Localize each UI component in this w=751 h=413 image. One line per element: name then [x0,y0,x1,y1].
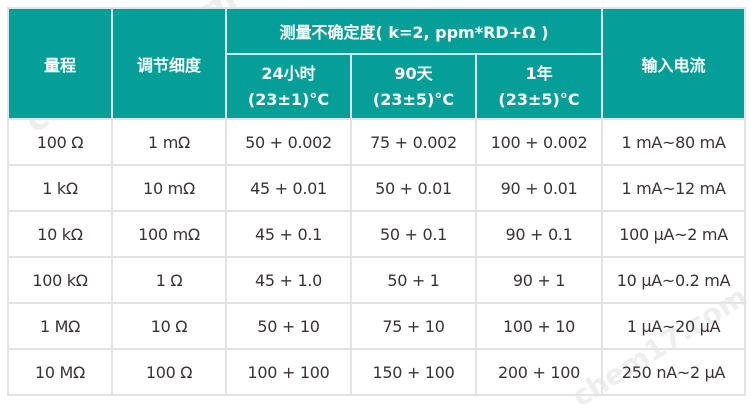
cell-resolution: 100 Ω [111,348,227,396]
header-90d-period: 90天 [394,63,433,83]
cell-u90d: 150 + 100 [350,348,477,396]
cell-u24h: 100 + 100 [225,348,352,396]
header-resolution: 调节细度 [111,7,227,120]
table-row: 10 MΩ 100 Ω 100 + 100 150 + 100 200 + 10… [7,348,747,396]
cell-range: 10 kΩ [7,210,113,258]
table-row: 100 kΩ 1 Ω 45 + 1.0 50 + 1 90 + 1 10 μA~… [7,256,747,304]
header-90d-temp: (23±5)°C [372,89,455,109]
cell-u90d: 75 + 0.002 [350,118,477,166]
header-current: 输入电流 [601,7,747,120]
cell-u1y: 90 + 0.1 [474,210,604,258]
cell-range: 10 MΩ [7,348,113,396]
cell-u1y: 200 + 100 [474,348,604,396]
cell-u1y: 100 + 10 [474,302,604,350]
header-uncertainty: 测量不确定度( k=2, ppm*RD+Ω ) [224,7,604,55]
cell-range: 1 MΩ [7,302,113,350]
table-row: 1 MΩ 10 Ω 50 + 10 75 + 10 100 + 10 1 μA~… [7,302,747,350]
cell-current: 1 μA~20 μA [601,302,747,350]
cell-current: 1 mA~80 mA [601,118,747,166]
cell-resolution: 10 Ω [111,302,227,350]
cell-range: 1 kΩ [7,164,113,212]
header-90d: 90天 (23±5)°C [350,53,477,120]
cell-current: 1 mA~12 mA [601,164,747,212]
cell-resolution: 1 mΩ [111,118,227,166]
cell-u1y: 100 + 0.002 [474,118,604,166]
header-range: 量程 [7,7,113,120]
cell-resolution: 10 mΩ [111,164,227,212]
cell-range: 100 kΩ [7,256,113,304]
cell-u24h: 45 + 0.01 [225,164,352,212]
cell-resolution: 1 Ω [111,256,227,304]
header-24h: 24小时 (23±1)°C [225,53,352,120]
cell-u24h: 45 + 0.1 [225,210,352,258]
spec-table: 量程 调节细度 测量不确定度( k=2, ppm*RD+Ω ) 输入电流 24小… [7,7,747,396]
cell-current: 100 μA~2 mA [601,210,747,258]
cell-current: 10 μA~0.2 mA [601,256,747,304]
cell-current: 250 nA~2 μA [601,348,747,396]
cell-u24h: 50 + 10 [225,302,352,350]
header-24h-temp: (23±1)°C [247,89,330,109]
cell-u24h: 50 + 0.002 [225,118,352,166]
header-1y-temp: (23±5)°C [498,89,580,109]
header-24h-period: 24小时 [261,63,316,83]
cell-resolution: 100 mΩ [111,210,227,258]
cell-u24h: 45 + 1.0 [225,256,352,304]
table-row: 10 kΩ 100 mΩ 45 + 0.1 50 + 0.1 90 + 0.1 … [7,210,747,258]
cell-u90d: 75 + 10 [350,302,477,350]
cell-range: 100 Ω [7,118,113,166]
header-1y-period: 1年 [525,63,553,83]
header-1y: 1年 (23±5)°C [474,53,604,120]
cell-u90d: 50 + 0.1 [350,210,477,258]
cell-u90d: 50 + 1 [350,256,477,304]
cell-u90d: 50 + 0.01 [350,164,477,212]
table-row: 1 kΩ 10 mΩ 45 + 0.01 50 + 0.01 90 + 0.01… [7,164,747,212]
cell-u1y: 90 + 1 [474,256,604,304]
cell-u1y: 90 + 0.01 [474,164,604,212]
table-row: 100 Ω 1 mΩ 50 + 0.002 75 + 0.002 100 + 0… [7,118,747,166]
